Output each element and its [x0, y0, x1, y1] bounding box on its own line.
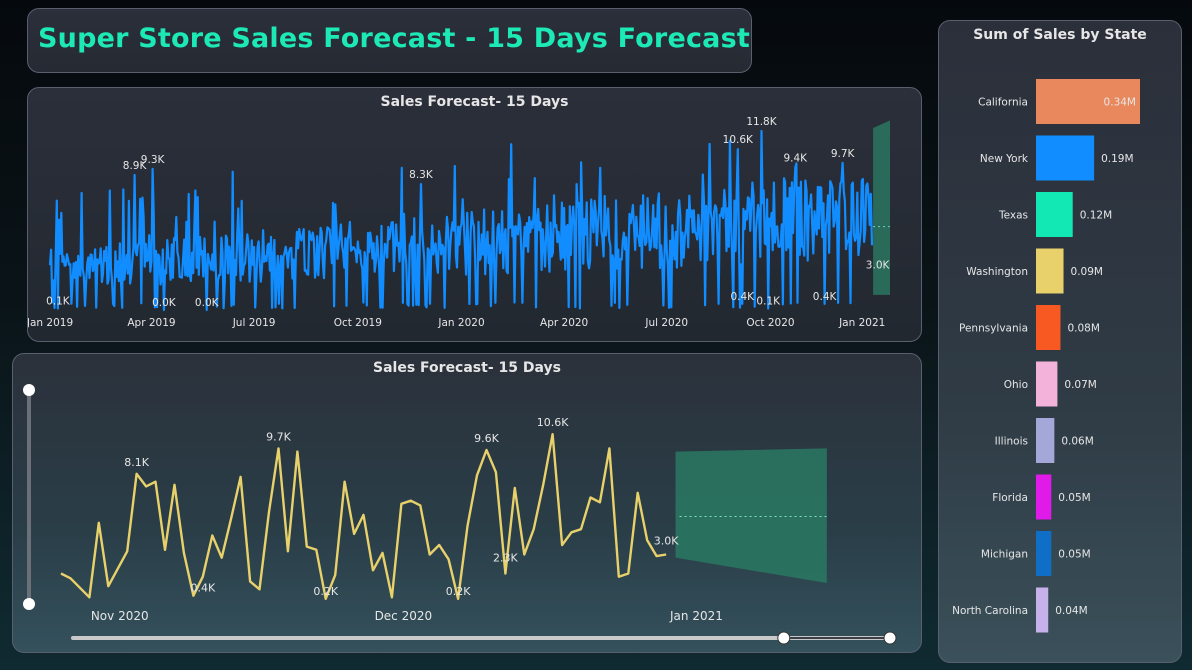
- chart-title: Sales Forecast- 15 Days: [373, 360, 561, 376]
- sales-by-state-panel: Sum of Sales by State California 0.34M New…: [938, 20, 1182, 663]
- bar-illinois[interactable]: [1036, 418, 1055, 463]
- data-label: 11.8K: [746, 116, 777, 128]
- x-tick-label: Oct 2019: [334, 317, 382, 329]
- category-label: New York: [980, 153, 1029, 165]
- data-label: 0.05M: [1058, 549, 1090, 561]
- x-tick-label: Jan 2021: [838, 317, 885, 329]
- data-label: 9.4K: [783, 152, 808, 164]
- x-tick-label: Nov 2020: [91, 609, 149, 623]
- sales-by-state-chart[interactable]: California 0.34M New York 0.19M Texas 0.12M Wa…: [939, 21, 1181, 662]
- data-label: 0.08M: [1067, 323, 1099, 335]
- category-label: California: [978, 97, 1028, 109]
- data-label: 0.19M: [1101, 153, 1133, 165]
- category-label: Ohio: [1004, 379, 1028, 391]
- chart-title: Sum of Sales by State: [973, 27, 1147, 43]
- vertical-slider-handle-top[interactable]: [23, 384, 35, 396]
- x-tick-label: Jan 2020: [437, 317, 484, 329]
- data-label: 0.0K: [152, 297, 177, 309]
- data-label: 10.6K: [723, 134, 754, 146]
- x-tick-label: Jul 2020: [644, 317, 688, 329]
- data-label: 9.7K: [266, 430, 291, 443]
- forecast-band: [675, 448, 827, 583]
- x-tick-label: Jan 2019: [28, 317, 73, 329]
- data-label: 8.1K: [124, 456, 149, 469]
- page-title: Super Store Sales Forecast - 15 Days For…: [38, 23, 750, 54]
- data-label: 9.3K: [141, 154, 166, 166]
- title-panel: Super Store Sales Forecast - 15 Days For…: [27, 8, 752, 73]
- chart-title: Sales Forecast- 15 Days: [380, 94, 569, 110]
- data-label: 0.06M: [1061, 436, 1093, 448]
- sales-forecast-full-chart[interactable]: 0.1K 8.9K9.3K 0.0K 0.0K 8.3K 10.6K 0.4K 11.8K 0.…: [28, 88, 921, 341]
- data-label: 8.3K: [409, 169, 434, 181]
- bar-new-york[interactable]: [1036, 135, 1095, 181]
- bar-michigan[interactable]: [1036, 531, 1052, 576]
- category-label: Florida: [992, 492, 1028, 504]
- data-label: 0.2K: [446, 585, 471, 598]
- bar-pennsylvania[interactable]: [1036, 305, 1061, 350]
- forecast-band: [873, 120, 890, 295]
- data-label: 10.6K: [537, 416, 569, 429]
- x-tick-label: Jul 2019: [232, 317, 276, 329]
- data-label: 8.9K: [123, 160, 148, 172]
- range-slider-handle-start[interactable]: [777, 631, 791, 645]
- category-label: Pennsylvania: [959, 323, 1028, 335]
- x-tick-label: Apr 2019: [127, 317, 175, 329]
- data-label: 0.4K: [730, 291, 755, 303]
- bar-washington[interactable]: [1036, 248, 1064, 294]
- x-tick-label: Oct 2020: [746, 317, 794, 329]
- data-label: 0.0K: [195, 297, 220, 309]
- sales-forecast-full-panel: Sales Forecast- 15 Days 0.1K 8.9K 9.3K 0.0K…: [27, 87, 922, 342]
- data-label: 0.05M: [1058, 492, 1090, 504]
- data-label: 9.7K: [831, 148, 856, 160]
- vertical-slider-handle-bottom[interactable]: [23, 598, 35, 610]
- data-label: 3.0K: [866, 260, 891, 272]
- range-slider-handle-end[interactable]: [883, 631, 897, 645]
- bar-florida[interactable]: [1036, 474, 1052, 520]
- series-line-sales[interactable]: [48, 129, 874, 312]
- sales-forecast-zoom-chart[interactable]: 8.1K 0.4K 9.7K 0.2K 0.2K 9.6K 2.3K 10.6K 3.0K Nov…: [13, 354, 921, 652]
- x-tick-label: Apr 2020: [540, 317, 588, 329]
- category-label: Texas: [998, 210, 1028, 222]
- data-label: 0.1K: [46, 295, 71, 307]
- data-label: 0.04M: [1055, 605, 1087, 617]
- category-label: Washington: [966, 266, 1028, 278]
- data-label: 0.07M: [1064, 379, 1096, 391]
- x-tick-label: Dec 2020: [375, 609, 433, 623]
- data-label: 0.34M: [1104, 97, 1136, 109]
- data-label: 0.2K: [313, 585, 338, 598]
- data-label: 0.4K: [813, 291, 838, 303]
- category-label: Michigan: [981, 549, 1028, 561]
- x-tick-label: Jan 2021: [669, 609, 723, 623]
- data-label: 0.12M: [1080, 210, 1112, 222]
- series-line-sales[interactable]: [60, 432, 667, 601]
- bar-north-carolina[interactable]: [1036, 587, 1049, 633]
- bar-texas[interactable]: [1036, 192, 1073, 237]
- bar-california[interactable]: [1036, 79, 1140, 124]
- data-label: 2.3K: [493, 552, 518, 565]
- data-label: 0.4K: [190, 582, 215, 595]
- data-label: 9.6K: [474, 432, 499, 445]
- category-label: Illinois: [995, 436, 1028, 448]
- data-label: 0.09M: [1071, 266, 1103, 278]
- data-label: 0.1K: [756, 295, 781, 307]
- category-label: North Carolina: [952, 605, 1028, 617]
- data-label: 3.0K: [654, 535, 679, 548]
- bar-ohio[interactable]: [1036, 361, 1058, 407]
- sales-forecast-zoom-panel: Sales Forecast- 15 Days 8.1K 0.4K 9.7K 0.2K…: [12, 353, 922, 653]
